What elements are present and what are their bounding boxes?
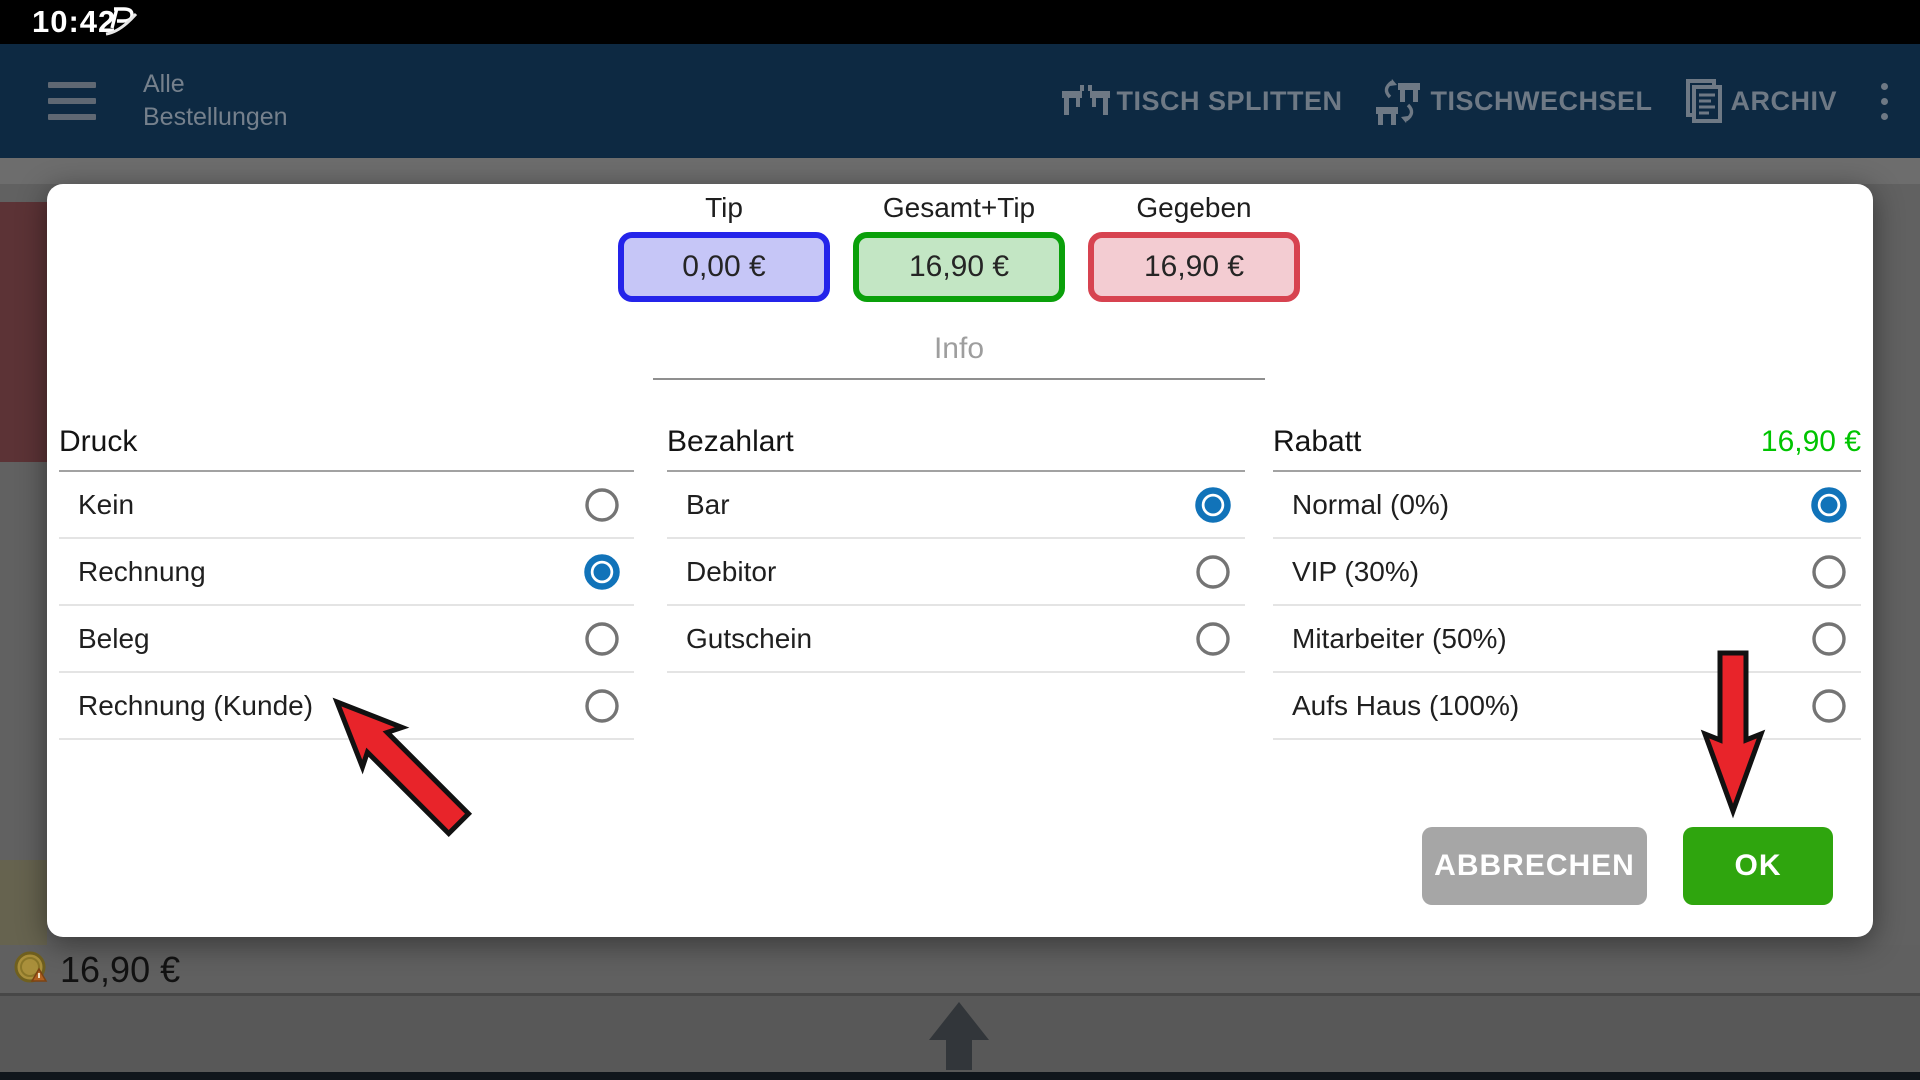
- radio-selected-icon[interactable]: [1810, 486, 1848, 524]
- amount-label-gesamt-tip: Gesamt+Tip: [882, 192, 1036, 223]
- option-label: Mitarbeiter (50%): [1292, 622, 1507, 654]
- amount-label-gegeben: Gegeben: [1136, 192, 1252, 223]
- column-bezahlart: Bezahlart Bar Debitor Gutschein: [667, 425, 1245, 673]
- tischwechsel-button[interactable]: TISCHWECHSEL: [1372, 77, 1652, 125]
- radio-selected-icon[interactable]: [583, 553, 621, 591]
- app-bar: Alle Bestellungen TISCH SPLITTEN: [0, 44, 1920, 158]
- amount-label-tip: Tip: [705, 192, 743, 223]
- ok-button[interactable]: OK: [1683, 827, 1833, 905]
- coin-warning-icon: [14, 951, 48, 983]
- radio-unselected-icon[interactable]: [1810, 687, 1848, 725]
- dimmed-background-item: [0, 202, 47, 462]
- option-row-rabatt-3[interactable]: Aufs Haus (100%): [1273, 673, 1861, 740]
- amount-group-gegeben: Gegeben 16,90 €: [1088, 192, 1300, 302]
- hamburger-menu-icon[interactable]: [48, 82, 96, 120]
- amount-box-tip[interactable]: 0,00 €: [618, 232, 830, 302]
- tisch-splitten-button[interactable]: TISCH SPLITTEN: [1060, 79, 1342, 123]
- option-label: Aufs Haus (100%): [1292, 689, 1520, 721]
- info-input[interactable]: Info: [653, 332, 1265, 380]
- option-label: Normal (0%): [1292, 488, 1450, 520]
- option-label: VIP (30%): [1292, 555, 1420, 587]
- radio-unselected-icon[interactable]: [583, 620, 621, 658]
- archiv-button[interactable]: ARCHIV: [1682, 78, 1837, 124]
- radio-unselected-icon[interactable]: [583, 687, 621, 725]
- option-label: Rechnung: [78, 555, 206, 587]
- radio-unselected-icon[interactable]: [1810, 553, 1848, 591]
- column-amount: 16,90 €: [1760, 425, 1861, 458]
- radio-unselected-icon[interactable]: [1194, 553, 1232, 591]
- option-row-rabatt-0[interactable]: Normal (0%): [1273, 472, 1861, 539]
- option-label: Bar: [686, 488, 730, 520]
- dim-overlay: [0, 158, 1920, 184]
- cancel-button[interactable]: ABBRECHEN: [1422, 827, 1647, 905]
- radio-unselected-icon[interactable]: [1194, 620, 1232, 658]
- option-label: Rechnung (Kunde): [78, 689, 314, 721]
- column-header-rabatt: Rabatt 16,90 €: [1273, 425, 1861, 472]
- column-rabatt: Rabatt 16,90 € Normal (0%) VIP (30%) Mitarbe…: [1273, 425, 1861, 740]
- amount-group-gesamt-tip: Gesamt+Tip 16,90 €: [853, 192, 1065, 302]
- option-row-rabatt-1[interactable]: VIP (30%): [1273, 539, 1861, 606]
- option-row-bezahlart-0[interactable]: Bar: [667, 472, 1245, 539]
- amount-group-tip: Tip 0,00 €: [618, 192, 830, 302]
- column-header-bezahlart: Bezahlart: [667, 425, 1245, 472]
- radio-unselected-icon[interactable]: [583, 486, 621, 524]
- option-row-rabatt-2[interactable]: Mitarbeiter (50%): [1273, 606, 1861, 673]
- option-label: Debitor: [686, 555, 777, 587]
- option-row-druck-1[interactable]: Rechnung: [59, 539, 634, 606]
- app-bar-actions: TISCH SPLITTEN TISCHWECHSEL: [1060, 44, 1902, 158]
- page-title: Alle Bestellungen: [143, 70, 288, 131]
- option-row-druck-3[interactable]: Rechnung (Kunde): [59, 673, 634, 740]
- column-title: Druck: [59, 425, 138, 458]
- p-swoosh-notification-icon: [105, 7, 138, 36]
- amount-box-gegeben[interactable]: 16,90 €: [1088, 232, 1300, 302]
- payment-dialog: Tip 0,00 € Gesamt+Tip 16,90 € Gegeben 16,90 €…: [47, 184, 1873, 937]
- option-label: Gutschein: [686, 622, 813, 654]
- bottom-nav-strip: [0, 1072, 1920, 1080]
- column-druck: Druck Kein Rechnung Beleg Rechnung (Kunde): [59, 425, 634, 740]
- option-label: Kein: [78, 488, 135, 520]
- clock: 10:42: [32, 4, 117, 39]
- order-total-row: 16,90 €: [0, 945, 1920, 996]
- overflow-menu-icon[interactable]: [1867, 75, 1902, 128]
- amount-boxes: Tip 0,00 € Gesamt+Tip 16,90 € Gegeben 16,90 €: [618, 192, 1300, 302]
- table-swap-icon: [1376, 79, 1421, 125]
- column-title: Rabatt: [1273, 425, 1362, 458]
- amount-box-gesamt-tip[interactable]: 16,90 €: [853, 232, 1065, 302]
- radio-unselected-icon[interactable]: [1810, 620, 1848, 658]
- option-row-druck-2[interactable]: Beleg: [59, 606, 634, 673]
- option-row-druck-0[interactable]: Kein: [59, 472, 634, 539]
- dimmed-background-item: [0, 860, 47, 945]
- column-title: Bezahlart: [667, 425, 794, 458]
- status-bar: 10:42: [0, 0, 1920, 44]
- scroll-up-arrow-icon: [929, 1002, 989, 1070]
- column-header-druck: Druck: [59, 425, 634, 472]
- table-split-icon: [1062, 85, 1111, 115]
- option-label: Beleg: [78, 622, 150, 654]
- order-total-amount: 16,90 €: [60, 949, 181, 990]
- radio-selected-icon[interactable]: [1194, 486, 1232, 524]
- option-row-bezahlart-1[interactable]: Debitor: [667, 539, 1245, 606]
- archive-document-icon: [1686, 79, 1723, 123]
- option-row-bezahlart-2[interactable]: Gutschein: [667, 606, 1245, 673]
